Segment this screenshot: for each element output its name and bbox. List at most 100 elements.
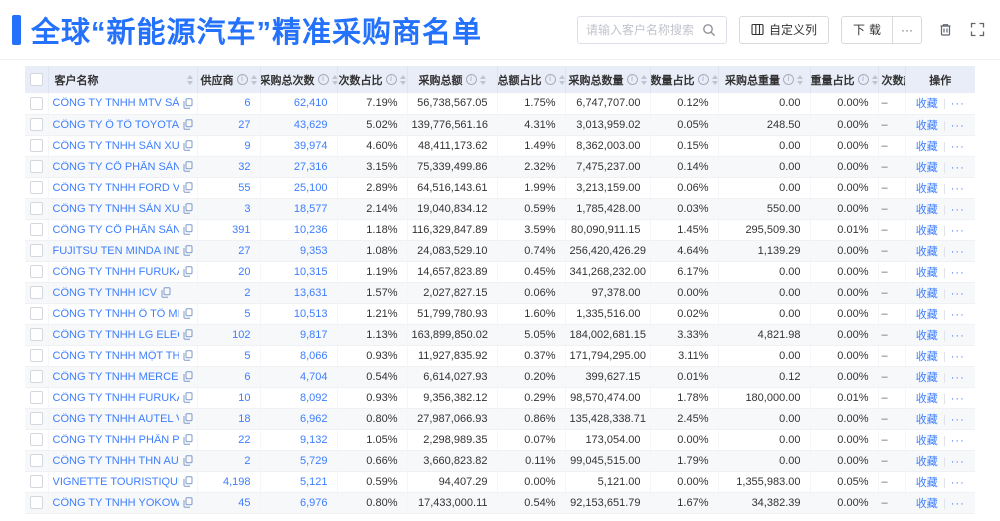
trash-icon[interactable] [936, 21, 954, 39]
row-more-button[interactable]: ··· [950, 371, 965, 384]
favorite-link[interactable]: 收藏 [915, 497, 938, 510]
customer-name-link[interactable]: CÔNG TY TNHH SẢN XUẤT VÀ ... [52, 139, 179, 152]
info-icon[interactable] [236, 74, 248, 85]
row-checkbox[interactable] [29, 118, 43, 131]
suppliers-cell[interactable]: 20 [197, 261, 261, 283]
favorite-link[interactable]: 收藏 [915, 329, 938, 342]
favorite-link[interactable]: 收藏 [915, 203, 938, 216]
copy-icon[interactable] [183, 224, 193, 235]
row-more-button[interactable]: ··· [950, 476, 965, 489]
favorite-link[interactable]: 收藏 [915, 224, 938, 237]
row-checkbox[interactable] [29, 244, 43, 257]
row-checkbox[interactable] [29, 412, 43, 425]
row-more-button[interactable]: ··· [950, 329, 965, 342]
favorite-link[interactable]: 收藏 [915, 98, 938, 111]
sort-icon[interactable] [399, 74, 406, 85]
purchase-count-cell[interactable]: 9,353 [260, 240, 338, 262]
purchase-count-cell[interactable]: 6,976 [260, 492, 338, 514]
row-checkbox[interactable] [29, 391, 43, 404]
info-icon[interactable] [857, 74, 869, 85]
favorite-link[interactable]: 收藏 [915, 371, 938, 384]
suppliers-cell[interactable]: 9 [197, 135, 261, 157]
customer-name-link[interactable]: CÔNG TY TNHH Ô TÔ MITSUBI... [52, 307, 179, 320]
sort-icon[interactable] [640, 74, 647, 85]
purchase-count-cell[interactable]: 8,092 [260, 387, 338, 409]
row-more-button[interactable]: ··· [950, 182, 965, 195]
search-input[interactable] [585, 22, 700, 37]
suppliers-cell[interactable]: 6 [197, 93, 261, 115]
customer-name-link[interactable]: CÔNG TY TNHH MERCEDES–B... [52, 370, 179, 383]
row-checkbox[interactable] [29, 139, 43, 152]
row-checkbox[interactable] [29, 181, 43, 194]
suppliers-cell[interactable]: 3 [197, 198, 261, 220]
customer-name-link[interactable]: VIGNETTE TOURISTIQUE G UNI... [52, 475, 179, 488]
copy-icon[interactable] [183, 140, 193, 151]
suppliers-cell[interactable]: 22 [197, 429, 261, 451]
favorite-link[interactable]: 收藏 [915, 140, 938, 153]
suppliers-cell[interactable]: 18 [197, 408, 261, 430]
customer-name-link[interactable]: CÔNG TY TNHH PHÂN PHỐI T... [52, 433, 179, 446]
row-more-button[interactable]: ··· [950, 413, 965, 426]
row-checkbox[interactable] [29, 96, 43, 110]
favorite-link[interactable]: 收藏 [915, 434, 938, 447]
copy-icon[interactable] [183, 350, 193, 361]
info-icon[interactable] [697, 74, 709, 85]
row-more-button[interactable]: ··· [950, 98, 965, 111]
row-more-button[interactable]: ··· [950, 266, 965, 279]
suppliers-cell[interactable]: 55 [197, 177, 261, 199]
row-more-button[interactable]: ··· [950, 308, 965, 321]
toolbar-more-button[interactable]: ··· [893, 15, 922, 44]
favorite-link[interactable]: 收藏 [915, 119, 938, 132]
customer-name-link[interactable]: CÔNG TY CỔ PHẦN SẢN XUẤT... [52, 160, 179, 173]
info-icon[interactable] [783, 74, 794, 85]
favorite-link[interactable]: 收藏 [915, 455, 938, 468]
copy-icon[interactable] [183, 392, 193, 403]
row-checkbox[interactable] [29, 496, 43, 509]
customer-name-link[interactable]: CÔNG TY TNHH MỘT THÀNH V... [52, 349, 179, 362]
purchase-count-cell[interactable]: 13,631 [260, 282, 338, 304]
row-checkbox[interactable] [29, 202, 43, 215]
info-icon[interactable] [544, 74, 556, 85]
download-button[interactable]: 下载 [840, 15, 893, 44]
copy-icon[interactable] [183, 98, 193, 109]
row-checkbox[interactable] [29, 286, 43, 299]
copy-icon[interactable] [183, 413, 193, 424]
row-more-button[interactable]: ··· [950, 434, 965, 447]
suppliers-cell[interactable]: 32 [197, 156, 261, 178]
row-more-button[interactable]: ··· [950, 350, 965, 363]
copy-icon[interactable] [183, 161, 193, 172]
favorite-link[interactable]: 收藏 [915, 476, 938, 489]
favorite-link[interactable]: 收藏 [915, 161, 938, 174]
purchase-count-cell[interactable]: 5,121 [260, 471, 338, 493]
fullscreen-icon[interactable] [968, 21, 986, 39]
sort-icon[interactable] [711, 74, 717, 85]
suppliers-cell[interactable]: 2 [197, 282, 261, 304]
row-checkbox[interactable] [29, 433, 43, 446]
row-checkbox[interactable] [29, 328, 43, 341]
customer-name-link[interactable]: CÔNG TY TNHH MTV SẢN XUẤ... [52, 97, 179, 110]
sort-icon[interactable] [871, 74, 877, 85]
favorite-link[interactable]: 收藏 [915, 392, 938, 405]
purchase-count-cell[interactable]: 9,132 [260, 429, 338, 451]
sort-icon[interactable] [558, 74, 564, 85]
customer-name-link[interactable]: CÔNG TY TNHH THN AUTOPAR... [52, 454, 179, 467]
purchase-count-cell[interactable]: 62,410 [260, 93, 338, 115]
suppliers-cell[interactable]: 5 [197, 345, 261, 367]
copy-icon[interactable] [161, 287, 171, 298]
copy-icon[interactable] [183, 203, 193, 214]
purchase-count-cell[interactable]: 43,629 [260, 114, 338, 136]
copy-icon[interactable] [183, 119, 193, 130]
purchase-count-cell[interactable]: 4,704 [260, 366, 338, 388]
favorite-link[interactable]: 收藏 [915, 413, 938, 426]
row-checkbox[interactable] [29, 307, 43, 320]
search-box[interactable] [576, 15, 727, 44]
suppliers-cell[interactable]: 27 [197, 240, 261, 262]
favorite-link[interactable]: 收藏 [915, 350, 938, 363]
row-more-button[interactable]: ··· [950, 224, 965, 237]
customer-name-link[interactable]: CÔNG TY Ô TÔ TOYOTA VIỆT ... [52, 118, 179, 131]
custom-columns-button[interactable]: 自定义列 [738, 15, 829, 44]
customer-name-link[interactable]: CÔNG TY TNHH LG ELECTRON... [52, 328, 179, 341]
search-icon[interactable] [700, 21, 718, 39]
customer-name-link[interactable]: CÔNG TY TNHH FURUKAWA A... [52, 265, 179, 278]
row-checkbox[interactable] [29, 160, 43, 173]
